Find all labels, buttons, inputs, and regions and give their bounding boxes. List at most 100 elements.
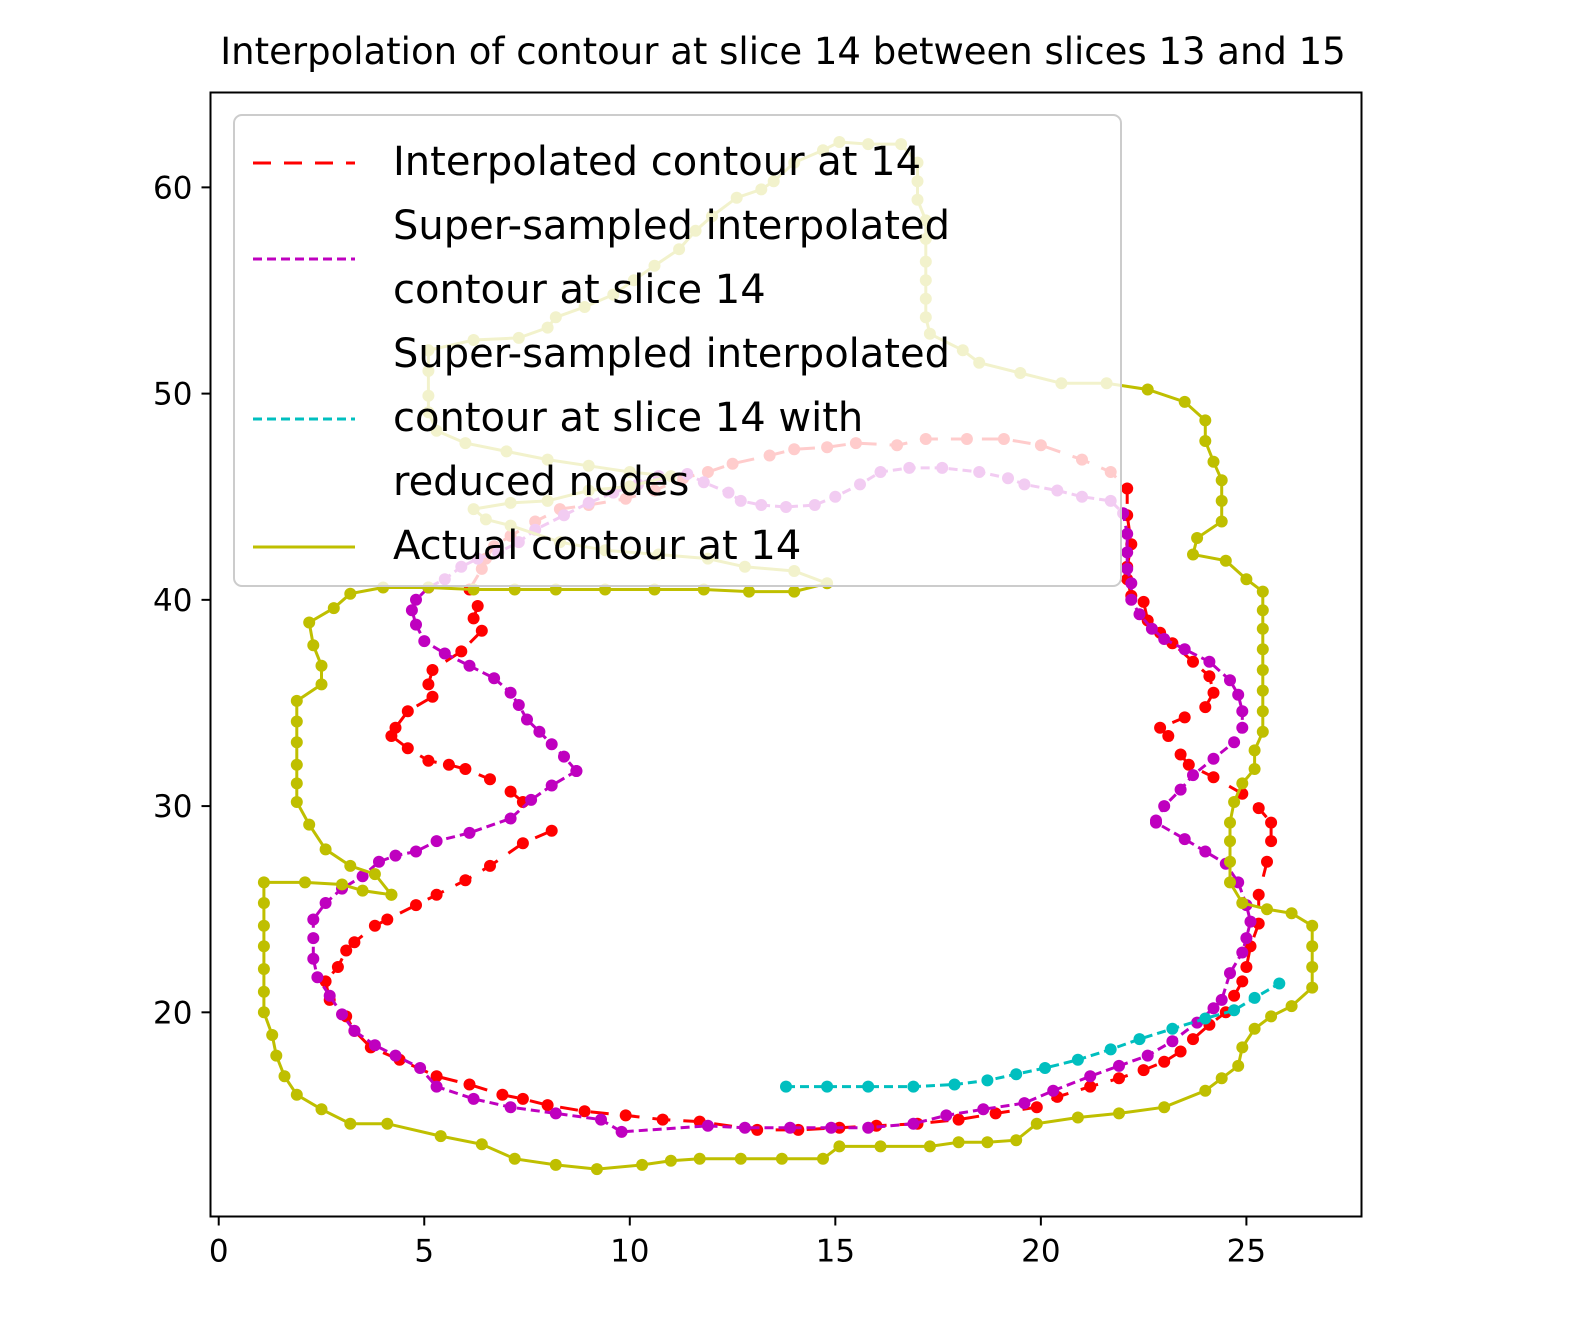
series-2-point [1133,608,1146,621]
series-2-point [410,593,422,606]
series-4-point [1240,573,1253,586]
series-4-point [257,963,270,975]
series-2-point [1125,577,1138,590]
series-2-point [1145,622,1158,635]
series-1-point [1113,1072,1125,1085]
series-4-point [664,1154,677,1167]
series-4-point [549,1158,562,1171]
series-1-point [1121,482,1134,495]
series-4-point [636,1158,649,1171]
series-1-point [545,824,558,837]
series-3-point [1104,1043,1117,1056]
x-tick-label: 20 [1021,1234,1060,1270]
series-1-point [430,1070,443,1083]
series-1-point [1240,961,1253,973]
series-4-point [434,1130,447,1143]
series-1-point [401,742,414,755]
series-2-point [533,725,546,738]
series-1-point [578,1105,591,1118]
series-3 [780,977,1286,1093]
series-3-point [1071,1053,1084,1066]
series-2-point [430,1080,443,1093]
series-4-point [743,585,755,598]
series-4-point [257,919,270,932]
legend-label-1: Interpolated contour at 14 [393,139,921,185]
series-1-point [516,837,529,850]
series-1-point [426,690,439,703]
series-1-point [385,730,398,742]
series-1-point [989,1107,1002,1120]
series-4-point [356,884,369,897]
series-1-point [422,754,435,767]
series-4-point [1256,643,1269,656]
series-4-point [1207,455,1220,468]
series-2-point [504,1101,517,1114]
series-4-point [315,659,328,672]
series-2-point [389,849,402,862]
series-1-point [1203,670,1216,683]
series-2-point [373,855,385,868]
series-4-point [344,1117,357,1130]
series-3-point [821,1080,834,1093]
series-4-point [336,878,348,891]
series-4-point [270,1049,283,1062]
series-1-point [1084,1080,1097,1093]
series-1-point [1187,1033,1199,1046]
series-2-point [1174,783,1187,796]
x-tick-label: 0 [209,1234,229,1270]
series-2-point [1121,546,1134,559]
series-2-point [414,1062,427,1074]
series-2-point [1224,967,1236,980]
series-2-point [862,1121,875,1134]
series-4-point [923,1140,936,1153]
series-4-point [1224,855,1236,868]
series-3-point [1133,1033,1146,1046]
series-4-point [952,1136,965,1149]
series-1-point [1162,730,1175,742]
series-1-point [751,1123,764,1136]
series-1-point [1137,1064,1150,1077]
series-1-point [475,624,488,637]
series-4-point [817,1152,829,1165]
series-3-point [907,1080,920,1093]
series-1-point [484,773,496,786]
legend: Interpolated contour at 14 Super-sampled … [233,114,1122,587]
series-4-point [1215,515,1228,528]
series-3-line [786,982,1281,1089]
legend-label-2: Super-sampled interpolated [393,203,950,249]
series-2-point [1018,1097,1031,1110]
series-4-point [307,639,320,652]
series-4-point [257,1006,270,1019]
series-1-point [1182,758,1195,771]
series-2-point [1150,814,1162,827]
series-2-point [1236,721,1249,734]
series-2-point [410,845,422,858]
legend-label-3: contour at slice 14 with [393,395,863,441]
series-4-point [303,818,316,831]
series-2-point [311,971,324,984]
series-1-point [381,913,394,926]
series-1-point [1228,989,1241,1002]
series-3-point [981,1074,994,1087]
series-4-point [1199,435,1212,447]
series-4-point [1256,604,1269,617]
series-4-point [1215,494,1228,507]
series-2-point [410,618,422,631]
series-4-point [1248,1022,1261,1035]
series-2-point [1236,946,1249,959]
series-4-point [1256,684,1269,697]
series-4-point [1306,961,1319,973]
series-3-point [1228,1004,1241,1017]
series-1-point [467,612,480,625]
series-4-point [257,985,270,998]
series-4-point [315,678,328,691]
series-2-point [545,738,558,751]
legend-label-2: contour at slice 14 [393,267,766,313]
series-4-point [981,1136,994,1149]
x-tick-label: 15 [816,1234,855,1270]
series-1-point [1252,888,1265,901]
series-2-point [438,647,451,660]
series-4-point [1248,763,1261,775]
series-1-point [1187,655,1199,668]
x-tick-label: 5 [414,1234,434,1270]
